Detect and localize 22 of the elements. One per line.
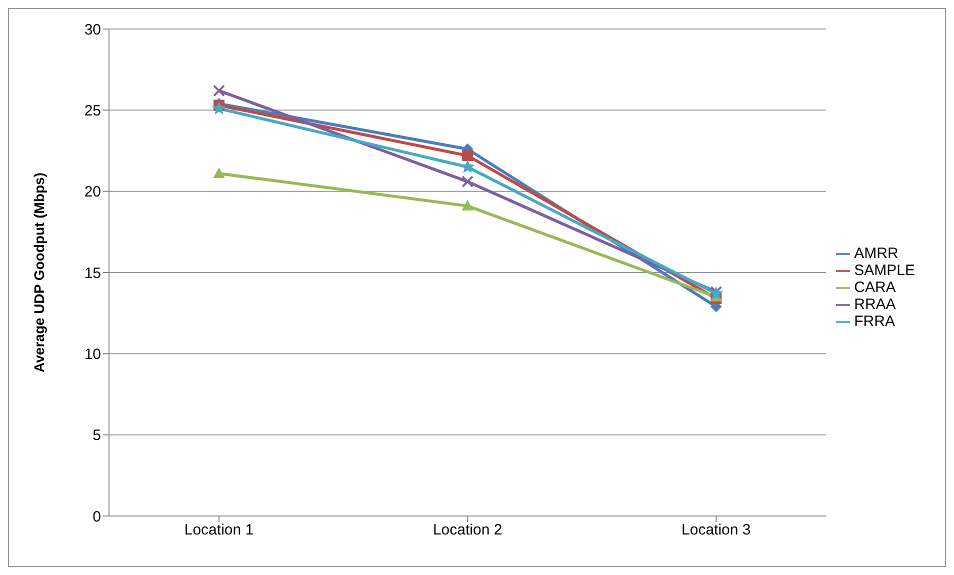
legend-label: CARA bbox=[854, 279, 896, 296]
y-tick-label: 0 bbox=[92, 508, 101, 526]
point bbox=[462, 176, 474, 188]
y-tick-label: 15 bbox=[84, 264, 101, 282]
legend-label: RRAA bbox=[854, 296, 896, 313]
point bbox=[213, 84, 225, 97]
legend-label: FRRA bbox=[854, 313, 895, 330]
point bbox=[214, 168, 224, 178]
y-tick-label: 30 bbox=[84, 21, 101, 38]
point bbox=[462, 200, 474, 210]
legend-label: SAMPLE bbox=[854, 262, 915, 279]
x-tick-label: Location 2 bbox=[432, 522, 502, 539]
y-axis-title: Average UDP Goodput (Mbps) bbox=[30, 172, 47, 372]
legend-label: AMRR bbox=[854, 245, 898, 262]
x-tick-label: Location 1 bbox=[184, 522, 254, 539]
point bbox=[212, 102, 226, 114]
x-tick-label: Location 3 bbox=[682, 522, 751, 539]
y-tick-label: 10 bbox=[84, 346, 101, 363]
y-tick-label: 5 bbox=[92, 427, 101, 444]
point bbox=[462, 150, 474, 162]
y-tick-label: 20 bbox=[84, 184, 101, 201]
y-tick-label: 25 bbox=[84, 102, 101, 120]
